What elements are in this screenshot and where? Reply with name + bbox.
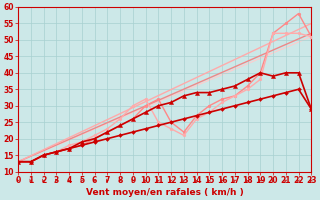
X-axis label: Vent moyen/en rafales ( km/h ): Vent moyen/en rafales ( km/h ) [86, 188, 244, 197]
